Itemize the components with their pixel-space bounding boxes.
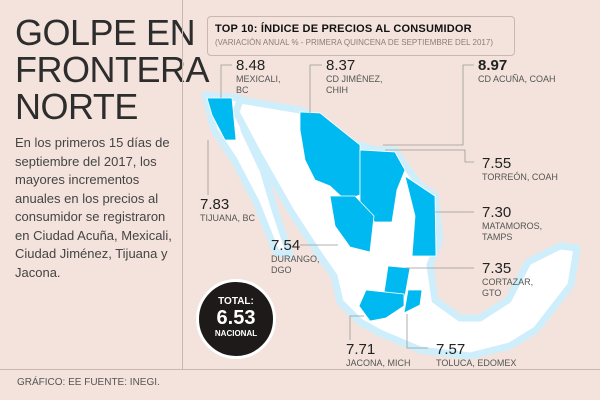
callout-torreon: 7.55 TORREÓN, COAH [482,156,558,183]
callout-value: 7.83 [200,196,230,213]
callout-place: TIJUANA, BC [200,213,256,223]
callout-value: 7.54 [271,237,301,254]
state-chihuahua [299,111,361,201]
callout-place: JACONA, MICH [346,358,411,368]
callout-tijuana: 7.83 TIJUANA, BC [200,197,255,224]
callout-durango: 7.54 DURANGO, DGO [271,238,326,276]
state-edomex [403,289,423,314]
callout-place: MEXICALI, BC [236,74,281,95]
headline-line: GOLPE EN [15,12,196,53]
state-guanajuato [383,265,411,297]
callout-cd-acuna: 8.97 CD ACUÑA, COAH [478,58,556,85]
legend-subtitle: (VARIACIÓN ANUAL % - PRIMERA QUINCENA DE… [215,38,493,47]
callout-matamoros: 7.30 MATAMOROS, TAMPS [482,205,552,243]
total-sublabel: NACIONAL [214,329,258,338]
callout-value: 7.71 [346,341,376,358]
body-text: En los primeros 15 días de septiembre de… [15,135,172,280]
legend-title: TOP 10: ÍNDICE DE PRECIOS AL CONSUMIDOR [215,23,472,35]
callout-place: DURANGO, DGO [271,254,320,275]
total-label: TOTAL: [218,296,254,307]
legend-box [207,16,515,56]
callout-value: 7.30 [482,204,512,221]
headline-line: FRONTERA [15,49,210,90]
callout-jacona: 7.71 JACONA, MICH [346,342,411,369]
total-value: 6.53 [216,307,256,329]
callout-place: CORTAZAR, GTO [482,277,534,298]
callout-value: 8.37 [326,57,356,74]
callout-value: 8.97 [478,57,508,74]
state-coahuila [359,149,406,223]
total-badge: TOTAL: 6.53 NACIONAL [196,279,276,359]
leader-lines [207,64,474,349]
state-michoacan [358,289,405,322]
headline-line: NORTE [15,86,138,127]
callout-cortazar: 7.35 CORTAZAR, GTO [482,261,537,299]
callout-place: TOLUCA, EDOMEX [436,358,517,368]
headline: GOLPE EN FRONTERA NORTE [15,12,210,127]
state-tamaulipas [404,175,437,257]
credit: GRÁFICO: EE FUENTE: INEGI. [17,377,160,388]
callout-place: CD JIMÉNEZ, CHIH [326,74,383,95]
callout-place: MATAMOROS, TAMPS [482,221,543,242]
state-durango [329,195,375,253]
callout-value: 7.57 [436,341,466,358]
callout-toluca: 7.57 TOLUCA, EDOMEX [436,342,516,369]
vertical-divider [182,0,183,369]
callout-place: CD ACUÑA, COAH [478,74,556,84]
callout-value: 7.55 [482,155,512,172]
callout-value: 8.48 [236,57,266,74]
horizontal-divider [0,369,600,370]
callout-cd-jimenez: 8.37 CD JIMÉNEZ, CHIH [326,58,396,96]
state-baja-california [206,97,237,141]
callout-value: 7.35 [482,260,512,277]
callout-place: TORREÓN, COAH [482,172,558,182]
callout-mexicali: 8.48 MEXICALI, BC [236,58,281,96]
